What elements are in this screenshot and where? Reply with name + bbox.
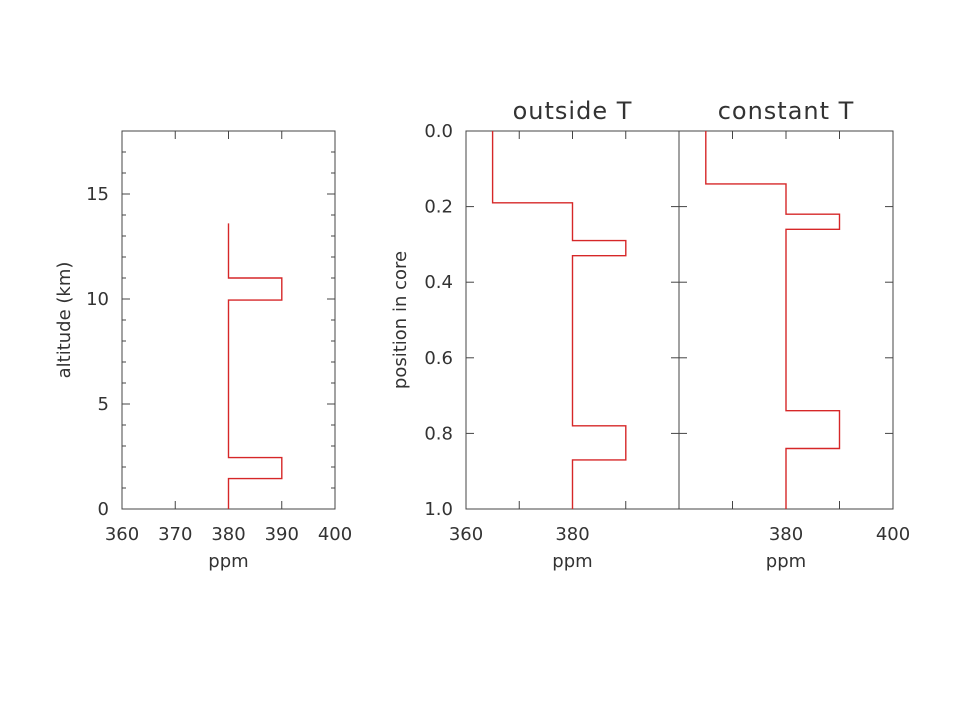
y-tick-label: 0.6 — [424, 348, 453, 369]
profile-line — [227, 223, 283, 509]
constant-t-panel: 380 400 ppm constant T — [678, 97, 910, 572]
x-tick-label: 400 — [318, 524, 352, 545]
x-tick-label: 390 — [265, 524, 299, 545]
x-tick-label: 360 — [105, 524, 139, 545]
y-tick-label: 0.8 — [424, 423, 453, 444]
y-tick-label: 0.4 — [424, 272, 453, 293]
y-tick-label: 0 — [98, 499, 109, 520]
y-tick-label: 5 — [98, 394, 109, 415]
x-tick-label: 360 — [449, 524, 483, 545]
y-tick-label: 0.2 — [424, 197, 453, 218]
panel-title: constant T — [718, 97, 855, 125]
outside-t-panel: 360 380 0.0 0.2 0.4 0.6 0.8 1.0 ppm position in c… — [390, 97, 680, 572]
x-tick-label: 380 — [211, 524, 245, 545]
x-tick-label: 380 — [769, 524, 803, 545]
profile-line — [491, 131, 627, 509]
profile-line — [705, 131, 841, 509]
y-tick-label: 15 — [86, 184, 109, 205]
x-tick-label: 370 — [158, 524, 192, 545]
y-tick-label: 1.0 — [424, 499, 453, 520]
y-tick-label: 10 — [86, 289, 109, 310]
x-tick-label: 380 — [555, 524, 589, 545]
panel-title: outside T — [513, 97, 633, 125]
x-axis-label: ppm — [766, 551, 806, 572]
y-axis-label: altitude (km) — [54, 262, 75, 379]
x-axis-label: ppm — [552, 551, 592, 572]
x-axis-label: ppm — [208, 551, 248, 572]
y-tick-label: 0.0 — [424, 121, 453, 142]
x-tick-label: 400 — [876, 524, 910, 545]
altitude-panel: 360 370 380 390 400 0 5 10 15 ppm altitude (km) — [54, 130, 352, 572]
y-axis-label: position in core — [390, 251, 411, 389]
